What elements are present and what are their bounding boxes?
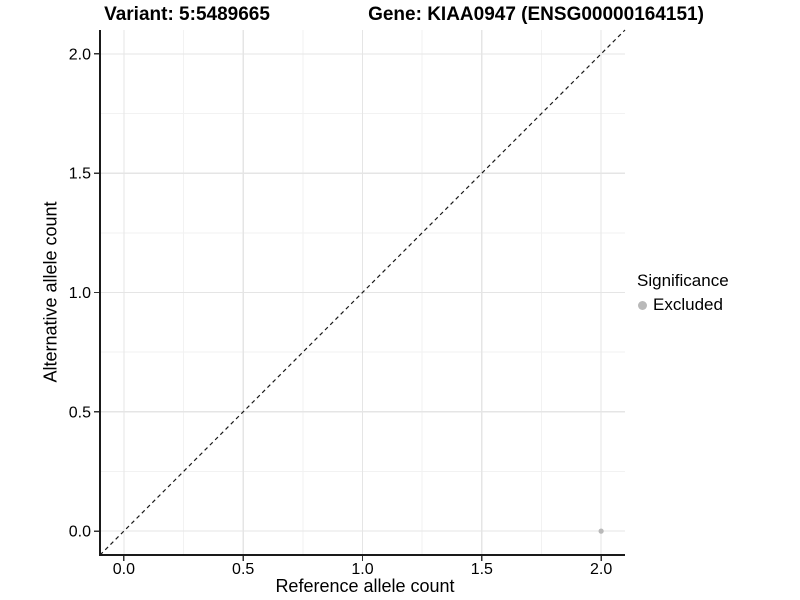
legend-entry: Excluded <box>637 295 729 315</box>
legend-entry-label: Excluded <box>653 295 723 314</box>
x-tick-label: 2.0 <box>590 561 612 578</box>
y-tick-label: 1.0 <box>69 285 91 302</box>
y-tick-label: 0.0 <box>69 524 91 541</box>
x-tick-label: 1.0 <box>351 561 373 578</box>
y-tick-label: 0.5 <box>69 404 91 421</box>
x-tick-label: 0.0 <box>113 561 135 578</box>
y-tick-label: 2.0 <box>69 46 91 63</box>
plot-title-gene: Gene: KIAA0947 (ENSG00000164151) <box>368 4 704 25</box>
plot-title-variant: Variant: 5:5489665 <box>104 4 270 25</box>
legend: Significance Excluded <box>637 271 729 315</box>
excluded-point-icon <box>638 300 647 310</box>
identity-dashed-line <box>99 29 626 556</box>
y-axis-title: Alternative allele count <box>40 201 61 383</box>
x-tick-label: 1.5 <box>471 561 493 578</box>
x-tick-label: 0.5 <box>232 561 254 578</box>
data-point-excluded <box>598 528 604 534</box>
y-tick-label: 1.5 <box>69 166 91 183</box>
x-axis-title: Reference allele count <box>275 576 455 596</box>
legend-title: Significance <box>637 271 729 290</box>
